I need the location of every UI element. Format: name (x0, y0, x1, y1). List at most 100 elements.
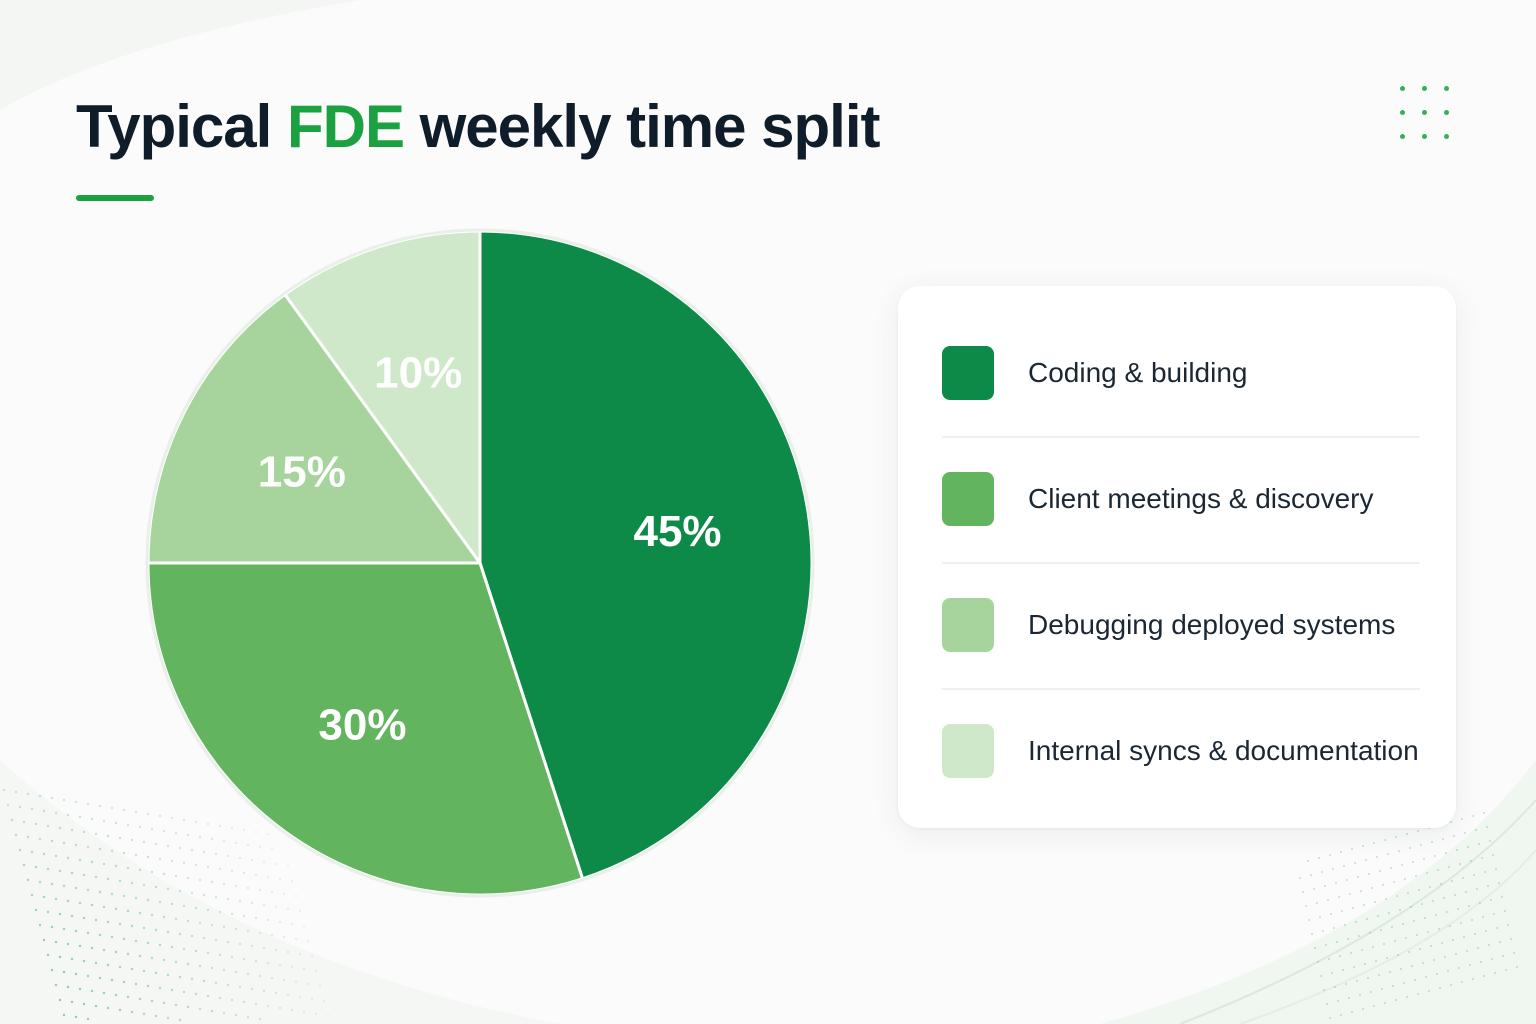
decor-dot (1353, 966, 1355, 968)
decor-dot (78, 987, 82, 991)
decor-dot (1358, 935, 1360, 937)
decor-dot (1321, 871, 1323, 873)
decor-dot (86, 931, 90, 935)
decor-dot (1320, 975, 1322, 977)
decor-dot (178, 889, 182, 893)
decor-dot (134, 896, 138, 900)
decor-dot (1308, 919, 1310, 921)
decor-dot (1428, 990, 1430, 992)
decor-dot (230, 955, 234, 959)
decor-dot (1406, 833, 1408, 835)
decor-dot (194, 863, 198, 867)
decor-dot (282, 892, 286, 896)
decor-dot (18, 805, 22, 809)
decor-dot (1359, 994, 1361, 996)
decor-dot (134, 982, 138, 986)
decor-dot (150, 913, 154, 917)
decor-dot (1449, 925, 1451, 927)
decor-dot (1422, 962, 1424, 964)
decor-dot (1336, 941, 1338, 943)
decor-dot (262, 860, 266, 864)
decor-dot (1453, 835, 1455, 837)
decor-dot (206, 822, 210, 826)
decor-dot (254, 1002, 258, 1006)
decor-dot (1325, 944, 1327, 946)
decor-dot (1504, 910, 1506, 912)
decor-dot (1344, 924, 1346, 926)
decor-dot (74, 1015, 78, 1019)
decor-dot (94, 875, 98, 879)
decor-dot (1384, 839, 1386, 841)
decor-dot (234, 884, 238, 888)
decor-dot (310, 954, 314, 958)
decor-dot (106, 834, 110, 838)
decor-dot (162, 915, 166, 919)
pie-outline (145, 228, 815, 898)
decor-dot (242, 871, 246, 875)
decor-dot (158, 943, 162, 947)
decor-dot (174, 831, 178, 835)
decor-dot (1464, 832, 1466, 834)
decor-dot (182, 990, 186, 994)
decor-dot (186, 833, 190, 837)
decor-dot (290, 1008, 294, 1012)
decor-dot (1466, 950, 1468, 952)
decor-dot (1374, 901, 1376, 903)
decor-dot (38, 880, 42, 884)
decor-dot (1490, 899, 1492, 901)
decor-dot (122, 808, 126, 812)
decor-dot (54, 811, 58, 815)
decor-dot (130, 881, 134, 885)
decor-dot (1434, 855, 1436, 857)
decor-dot (222, 882, 226, 886)
decor-dot (262, 903, 266, 907)
decor-dot (118, 922, 122, 926)
decor-dot (86, 1017, 90, 1021)
decor-dot (1362, 1008, 1364, 1010)
decor-dot (1299, 877, 1301, 879)
decor-dot (122, 851, 126, 855)
decor-dot (70, 871, 74, 875)
title-prefix: Typical (76, 93, 272, 160)
decor-dot (182, 947, 186, 951)
legend-label: Internal syncs & documentation (1028, 735, 1419, 766)
decor-dot (170, 816, 174, 820)
decor-dot (1486, 826, 1488, 828)
decor-dot (1366, 918, 1368, 920)
decor-dot (234, 1013, 238, 1017)
decor-dot (1459, 863, 1461, 865)
decor-dot (1379, 870, 1381, 872)
decor-dot (278, 877, 282, 881)
decor-dot (90, 989, 94, 993)
decor-dot (226, 983, 230, 987)
decor-dot (62, 798, 66, 802)
decor-dot (222, 925, 226, 929)
decor-dot (70, 828, 74, 832)
decor-dot (90, 817, 94, 821)
decor-dot (230, 826, 234, 830)
decor-dot (1477, 947, 1479, 949)
decor-dot (1433, 959, 1435, 961)
decor-dot (146, 984, 150, 988)
decor-dot (274, 905, 278, 909)
decor-dot (130, 838, 134, 842)
decor-dot (1377, 915, 1379, 917)
decor-dot (122, 937, 126, 941)
decor-dot (178, 1018, 182, 1022)
decor-dot (1472, 978, 1474, 980)
decor-dot (1451, 880, 1453, 882)
decor-dot (30, 850, 34, 854)
decor-dot (1349, 893, 1351, 895)
decor-dot (1505, 969, 1507, 971)
decor-dot (166, 930, 170, 934)
decor-dot (1391, 926, 1393, 928)
decor-dot (1423, 858, 1425, 860)
decor-dot (1331, 972, 1333, 974)
decor-dot (238, 899, 242, 903)
decor-dot (1337, 1000, 1339, 1002)
decor-dot (54, 983, 58, 987)
decor-dot (34, 865, 38, 869)
decor-dot (1463, 936, 1465, 938)
decor-dot (1340, 851, 1342, 853)
